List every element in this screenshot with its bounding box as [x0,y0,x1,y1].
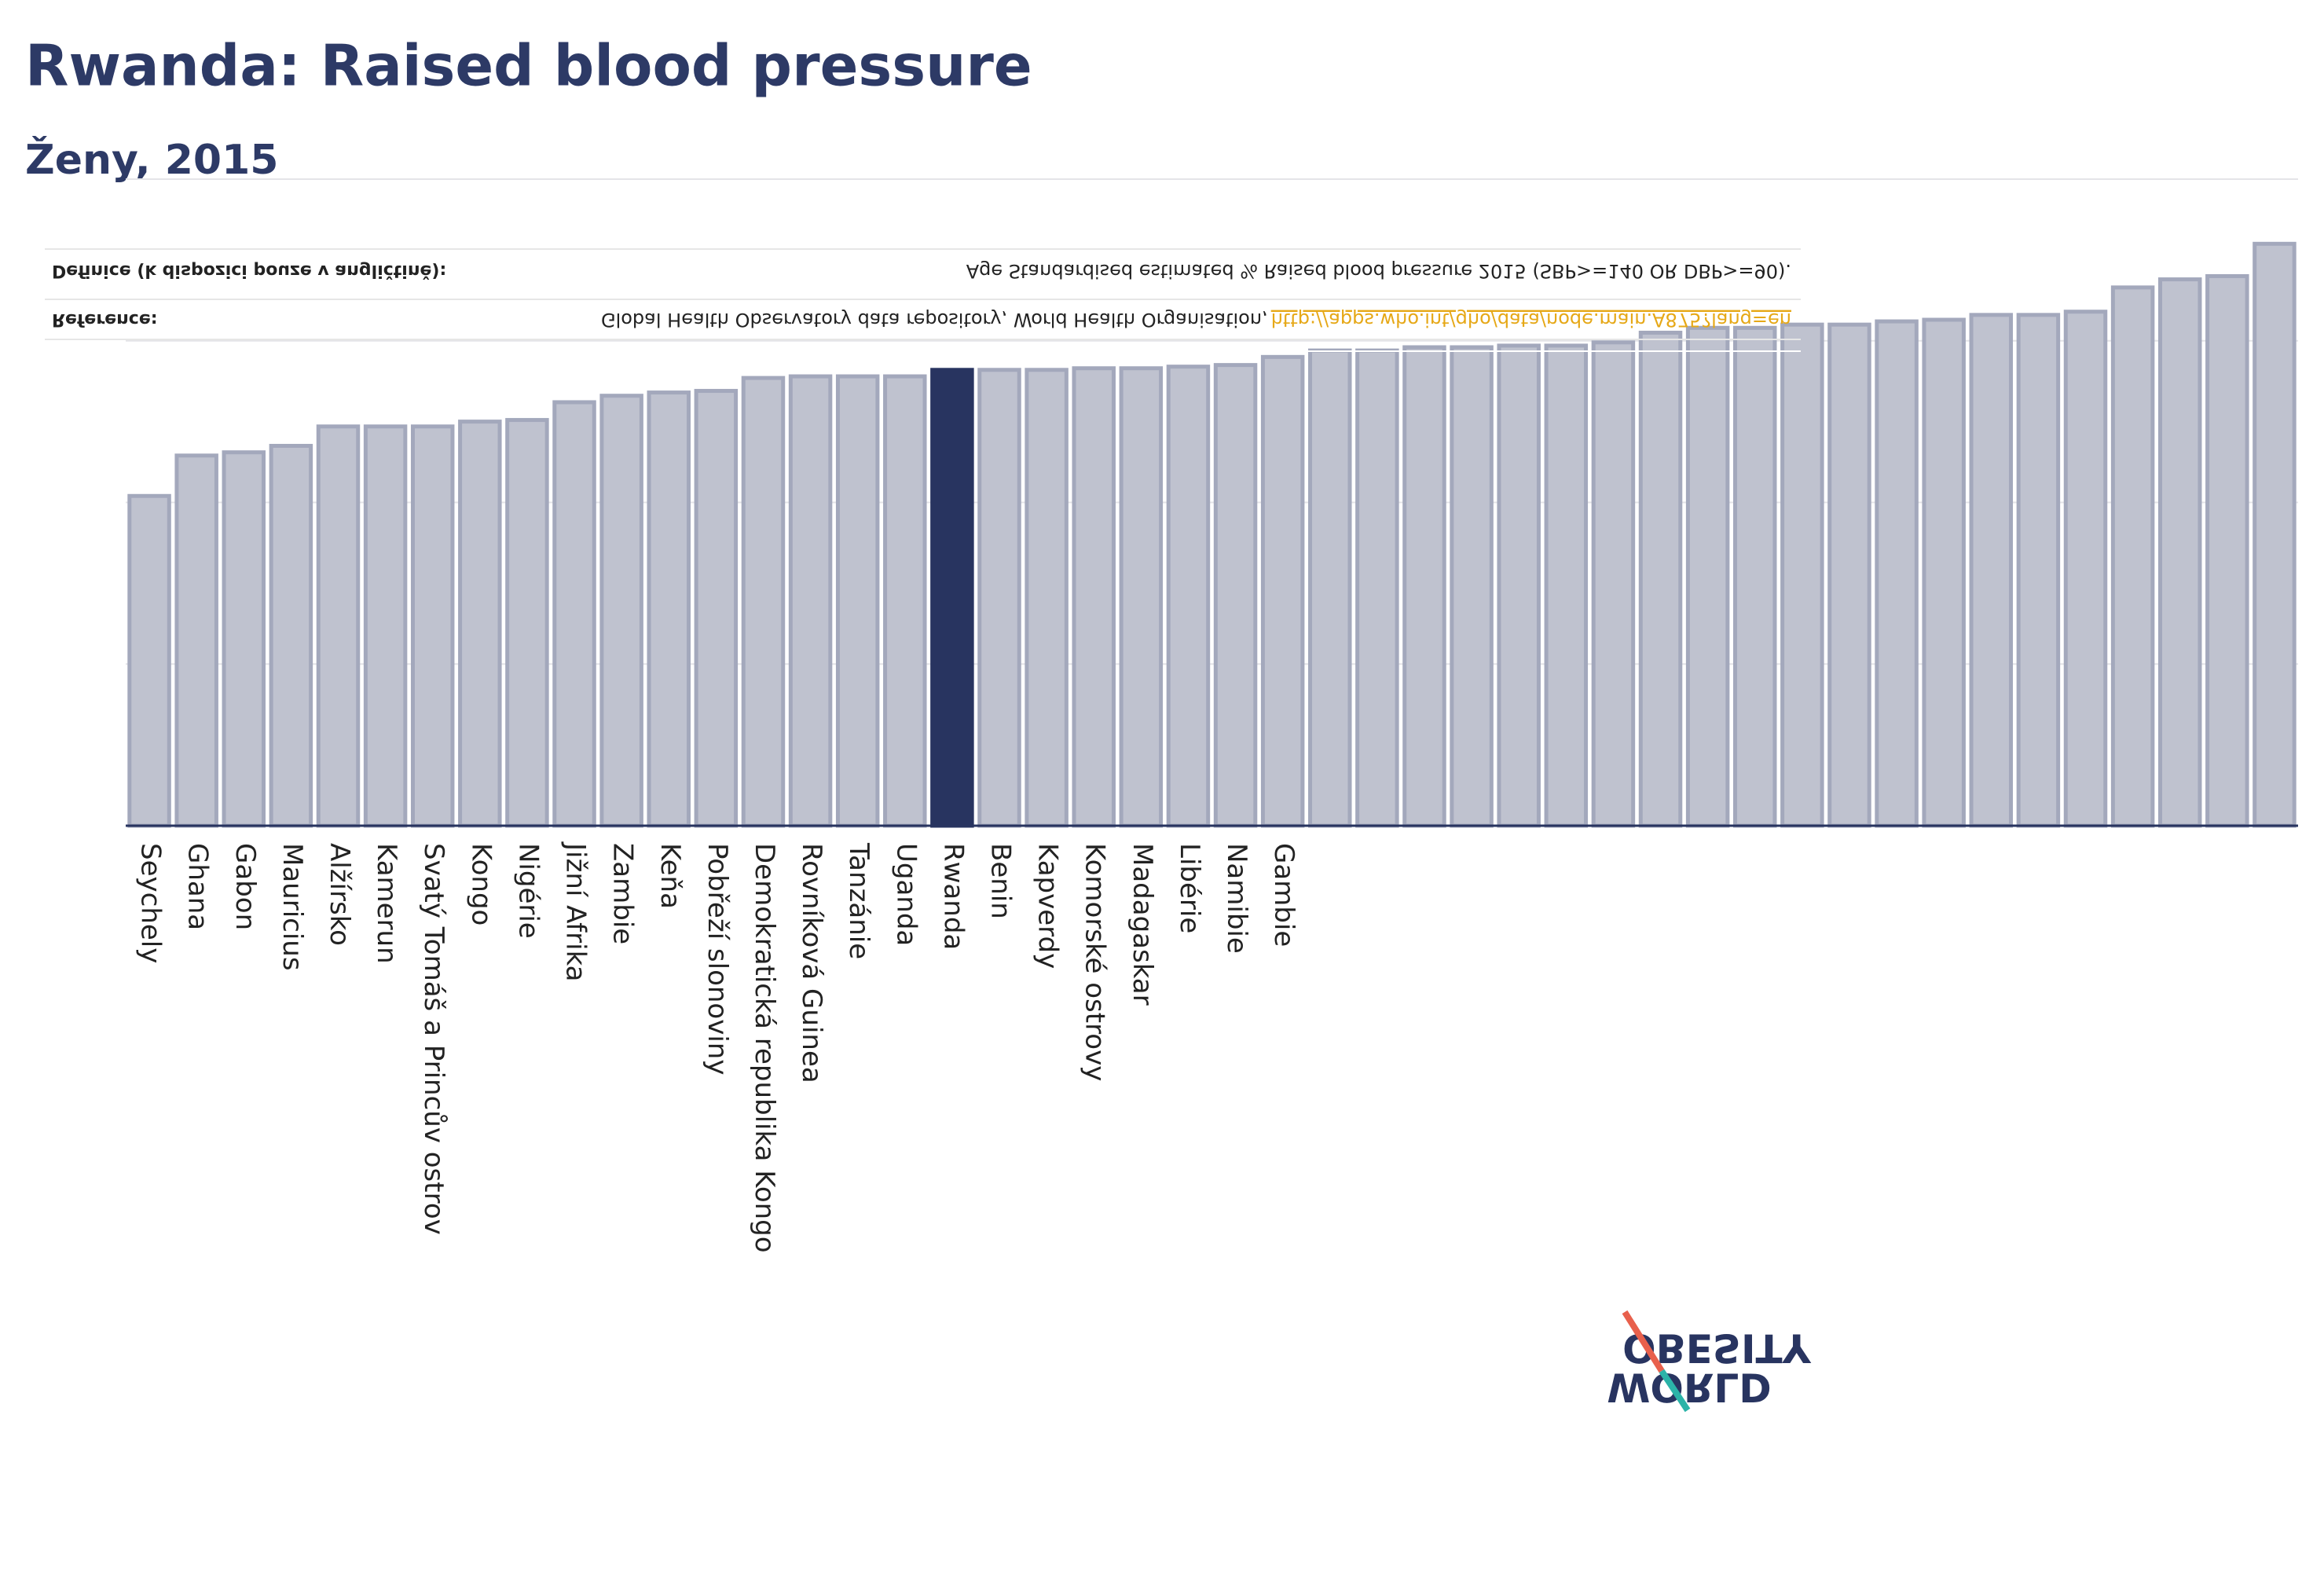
reference-text: Global Health Observatory data repositor… [601,309,1268,331]
bar [1827,322,1871,828]
bar [1260,354,1305,828]
x-tick-label: Rwanda [937,843,969,950]
bar [1591,340,1636,828]
bar [2110,285,2155,828]
x-tick-label: Gabon [229,843,261,930]
bar [741,376,786,828]
x-tick-label: Tanzánie [843,842,874,959]
bar [1402,345,1446,828]
chart-subtitle: Ženy, 2015 [25,136,278,184]
bar [2253,241,2297,828]
bar [316,424,361,828]
bar [222,450,266,828]
x-tick-label: Uganda [890,843,922,946]
bar [835,374,880,828]
bar [694,389,739,828]
bar [1969,313,2014,828]
bar [2016,313,2061,828]
x-tick-label: Keňa [654,843,686,909]
bar [552,400,596,828]
x-tick-label: Demokratická republika Kongo [749,843,780,1253]
bar [505,418,549,828]
bar [930,368,974,828]
x-tick-label: Nigérie [512,843,544,939]
definition-label: Definice (k dispozici pouze v angličtině… [52,261,446,280]
bar [788,374,833,828]
bar [1875,319,1919,828]
x-tick-label: Seychely [135,843,167,963]
logo: OBESITY WORLD [1607,1310,1812,1413]
bar [2063,310,2108,828]
x-tick-label: Madagaskar [1127,843,1158,1006]
x-tick-label: Alžírsko [324,843,355,946]
bar [1213,363,1258,828]
logo-slash [1659,1369,1691,1413]
x-tick-label: Pobřeží slonoviny [702,843,733,1075]
bar [363,424,408,828]
x-tick-label: Kamerun [371,843,402,964]
bar [1355,348,1399,828]
bar [174,453,218,828]
info-overlay: Definice (k dispozici pouze v angličtině… [45,248,1801,352]
bar [410,424,455,828]
bar [1025,368,1069,828]
bar [269,443,313,828]
bar [1780,322,1824,828]
bar [2157,277,2202,828]
bar [1638,330,1683,828]
bar [1922,317,1966,828]
logo-slash [1622,1310,1665,1373]
x-tick-label: Kongo [465,843,497,925]
x-tick-label: Svatý Tomáš a Princův ostrov [418,843,449,1235]
x-tick-label: Rovníková Guinea [796,843,827,1083]
bar [127,493,171,828]
bar [1450,345,1494,828]
definition-text: Age Standardised estimated % Raised bloo… [966,260,1791,282]
bar [458,420,502,828]
chart-title: Rwanda: Raised blood pressure [25,33,1032,99]
bar [599,394,643,828]
reference-link[interactable]: http://apps.who.int/gho/data/node.main.A… [1271,309,1791,331]
x-tick-label: Komorské ostrovy [1080,843,1111,1081]
bar [1497,343,1541,828]
x-tick-label: Zambie [607,843,639,944]
bar [1685,325,1730,828]
bar [1119,366,1164,828]
bar [1308,348,1352,828]
logo-text: WORLD [1607,1365,1772,1410]
x-tick-label: Ghana [182,843,214,930]
x-tick-label: Kapverdy [1032,843,1064,969]
bar [883,374,927,828]
bar [1072,366,1116,828]
x-tick-label: Jižní Afrika [560,841,592,982]
reference-label: Reference: [52,310,158,329]
x-tick-label: Benin [985,843,1017,919]
bar [1733,325,1777,828]
x-tick-label: Mauricius [277,843,308,971]
bar [1166,365,1211,828]
x-tick-label: Libérie [1174,843,1205,933]
bar [1544,343,1589,828]
bar [647,390,691,828]
bar [2205,273,2249,828]
x-tick-label: Namibie [1221,843,1252,954]
x-tick-label: Gambie [1268,843,1299,947]
bar [977,368,1021,828]
